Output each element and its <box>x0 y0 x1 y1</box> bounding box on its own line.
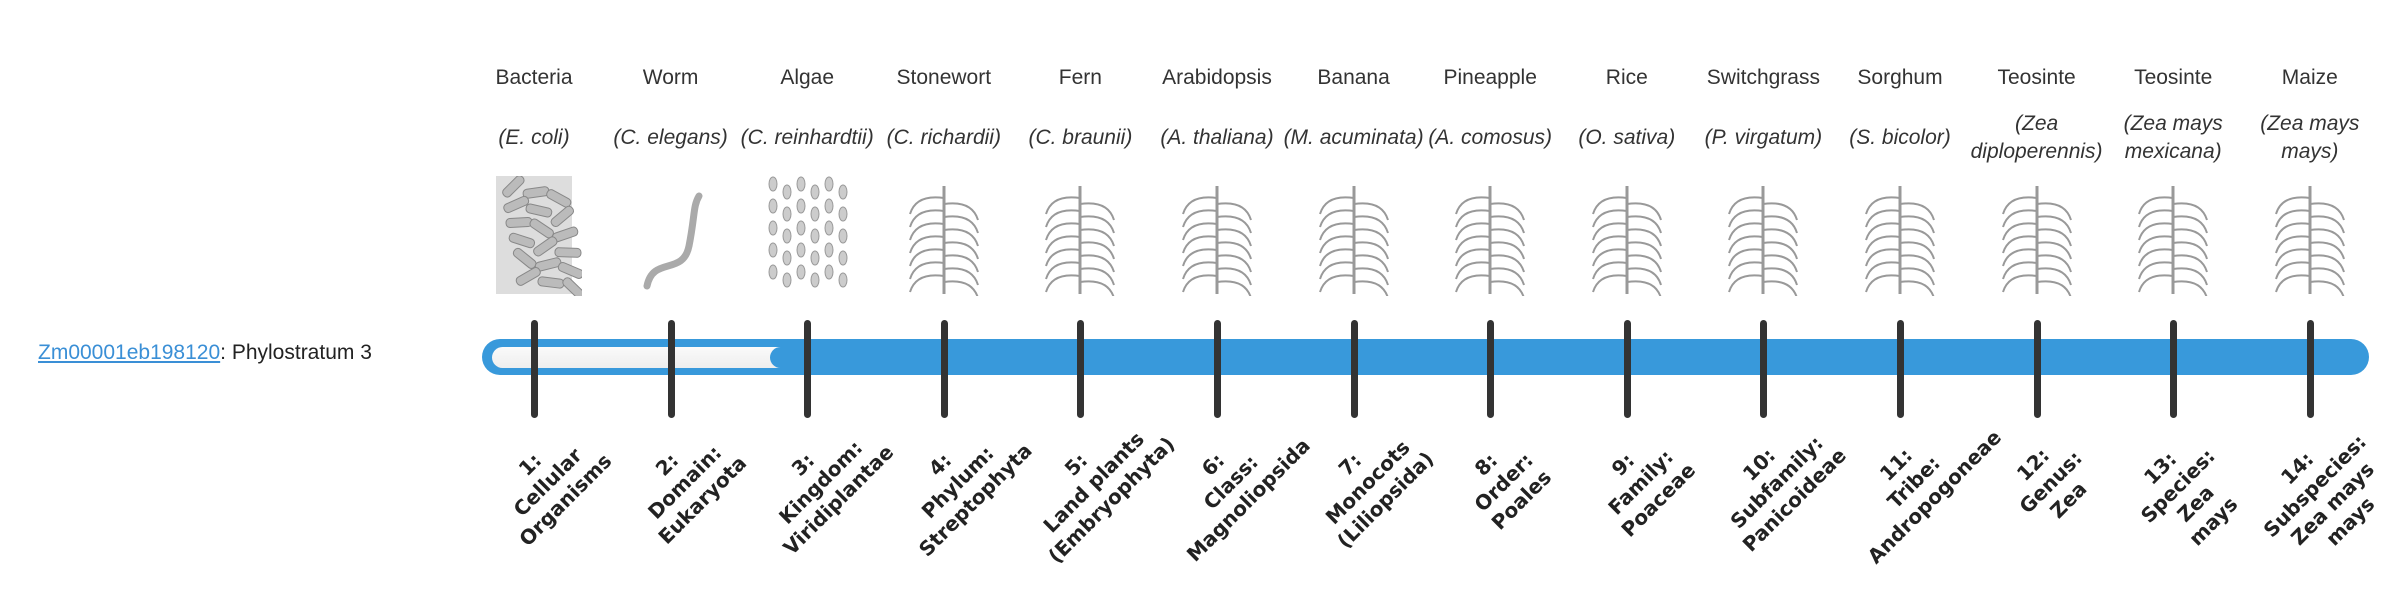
stratum-rank-label: 12: Genus: Zea <box>1964 396 2137 569</box>
phylostratum-bar <box>482 339 2369 375</box>
stratum-tick <box>2033 320 2041 418</box>
stratum-rank-label: 10: Subfamily: Panicoideae <box>1691 396 1864 569</box>
stratum-tick <box>804 320 812 418</box>
stratum-tick <box>1623 320 1631 418</box>
stratum-tick <box>940 320 948 418</box>
organism-species: (A. thaliana) <box>1160 126 1274 149</box>
banana-image <box>1318 186 1389 296</box>
stratum-tick <box>1760 320 1768 418</box>
organism-species: (E. coli) <box>498 126 570 149</box>
organism-species: (P. virgatum) <box>1704 126 1823 149</box>
organism-species: (S. bicolor) <box>1849 126 1951 149</box>
stratum-rank-label: 11: Tribe: Andropogoneae <box>1827 396 2006 569</box>
worm-image <box>643 192 703 290</box>
stratum-tick <box>1350 320 1358 418</box>
organism-name: Sorghum <box>1857 66 1943 89</box>
stratum-rank-label: 14: Subspecies: Zea mays mays <box>2228 400 2400 590</box>
organism-name: Rice <box>1605 66 1648 89</box>
algae-image <box>768 176 848 288</box>
stratum-tick <box>1897 320 1904 418</box>
gene-label: Zm00001eb198120: Phylostratum 3 <box>38 341 372 365</box>
organism-name: Worm <box>642 66 699 89</box>
stratum-tick <box>1077 320 1085 418</box>
stratum-tick <box>531 320 538 418</box>
organism-name: Switchgrass <box>1706 66 1820 89</box>
stratum-tick <box>1487 320 1495 418</box>
organism-species: (Zea mays mexicana) <box>2123 112 2223 163</box>
organism-species: (C. braunii) <box>1028 126 1133 149</box>
stratum-tick <box>667 320 675 418</box>
organism-name: Teosinte <box>1997 66 2076 89</box>
stonewort-image <box>908 186 979 296</box>
organism-name: Pineapple <box>1443 66 1537 89</box>
phylostratum-text: : Phylostratum 3 <box>220 341 372 364</box>
organism-species: (Zea diploperennis) <box>1970 112 2103 163</box>
organism-species: (C. richardii) <box>886 126 1001 149</box>
organism-species: (A. comosus) <box>1428 126 1553 149</box>
stratum-rank-label: 9: Family: Poaceae <box>1554 396 1727 569</box>
stratum-rank-label: 6: Class: Magnoliopsida <box>1144 396 1317 569</box>
stratum-rank-label: 8: Order: Poales <box>1418 396 1591 569</box>
organism-name: Bacteria <box>495 66 573 89</box>
organism-name: Arabidopsis <box>1162 66 1272 89</box>
pineapple-image <box>1455 186 1526 296</box>
teosinte-mexicana-image <box>2138 186 2209 296</box>
organism-species: (O. sativa) <box>1578 126 1676 149</box>
organism-species: (C. elegans) <box>613 126 728 149</box>
sorghum-image <box>1865 186 1935 296</box>
organism-name: Teosinte <box>2134 66 2213 89</box>
teosinte-image <box>2001 186 2072 296</box>
stratum-rank-label: 1: Cellular Organisms <box>461 396 634 569</box>
phylostratum-fill-start <box>770 347 794 368</box>
organism-name: Fern <box>1058 66 1102 89</box>
phylostratum-track <box>492 347 792 368</box>
stratum-rank-label: 2: Domain: Eukaryota <box>598 396 771 569</box>
stratum-rank-label: 7: Monocots (Liliopsida) <box>1281 396 1454 569</box>
maize-image <box>2274 186 2345 296</box>
gene-link[interactable]: Zm00001eb198120 <box>38 341 221 364</box>
stratum-rank-label: 3: Kingdom: Viridiplantae <box>735 396 908 569</box>
stratum-tick <box>1214 320 1221 418</box>
fern-image <box>1045 186 1116 296</box>
organism-species: (Zea mays mays) <box>2260 112 2360 163</box>
organism-name: Algae <box>780 66 835 89</box>
switchgrass-image <box>1728 186 1799 296</box>
stratum-rank-label: 4: Phylum: Streptophyta <box>871 396 1044 569</box>
stratum-tick <box>2306 320 2314 418</box>
organism-species: (M. acuminata) <box>1283 126 1424 149</box>
rice-image <box>1591 186 1662 296</box>
organism-name: Banana <box>1317 66 1390 89</box>
stratum-rank-label: 5: Land plants (Embryophyta) <box>1008 396 1181 569</box>
stratum-tick <box>2170 320 2178 418</box>
organism-name: Maize <box>2281 66 2338 89</box>
arabidopsis-image <box>1182 186 1252 296</box>
organism-name: Stonewort <box>896 66 992 89</box>
bacteria-image <box>496 176 582 296</box>
organism-species: (C. reinhardtii) <box>740 126 874 149</box>
